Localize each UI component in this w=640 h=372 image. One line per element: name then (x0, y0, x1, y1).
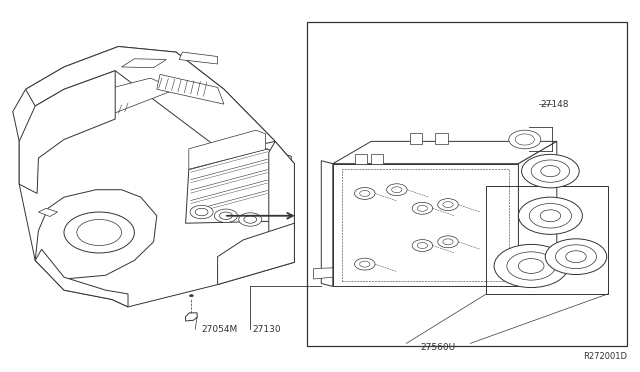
Polygon shape (355, 154, 367, 164)
Circle shape (360, 190, 370, 196)
Circle shape (387, 184, 407, 196)
Polygon shape (321, 161, 333, 286)
Polygon shape (40, 78, 176, 138)
Circle shape (494, 244, 568, 288)
Polygon shape (122, 59, 166, 68)
Text: 27130: 27130 (253, 325, 282, 334)
Text: 27560U: 27560U (421, 343, 456, 352)
Polygon shape (157, 74, 224, 104)
Polygon shape (186, 313, 197, 321)
Polygon shape (314, 268, 333, 279)
Polygon shape (218, 223, 294, 285)
Circle shape (531, 160, 570, 182)
Circle shape (518, 259, 544, 273)
Polygon shape (410, 133, 422, 144)
Circle shape (189, 295, 193, 297)
Circle shape (77, 219, 122, 246)
Polygon shape (19, 71, 115, 193)
Circle shape (355, 187, 375, 199)
Circle shape (529, 203, 572, 228)
Circle shape (190, 205, 213, 219)
Circle shape (360, 261, 370, 267)
Polygon shape (35, 249, 128, 307)
Text: 27054M: 27054M (202, 325, 238, 334)
Circle shape (566, 251, 586, 263)
Polygon shape (333, 164, 518, 286)
Circle shape (417, 243, 428, 248)
Circle shape (515, 134, 534, 145)
Polygon shape (13, 46, 294, 307)
Circle shape (195, 208, 208, 216)
Polygon shape (435, 133, 448, 144)
Circle shape (220, 212, 232, 219)
Circle shape (239, 213, 262, 226)
Circle shape (438, 199, 458, 211)
Circle shape (509, 130, 541, 149)
Circle shape (412, 240, 433, 251)
Circle shape (541, 166, 560, 177)
Polygon shape (35, 190, 157, 279)
Circle shape (443, 202, 453, 208)
Bar (342, 169, 509, 281)
Circle shape (518, 197, 582, 234)
Circle shape (214, 209, 237, 222)
Polygon shape (269, 141, 294, 262)
Circle shape (417, 205, 428, 211)
Circle shape (64, 212, 134, 253)
Circle shape (507, 252, 556, 280)
Polygon shape (26, 46, 275, 153)
Bar (307, 22, 627, 346)
Circle shape (540, 210, 561, 222)
Circle shape (412, 202, 433, 214)
Circle shape (244, 216, 257, 223)
Polygon shape (333, 141, 557, 164)
Circle shape (392, 187, 402, 193)
Polygon shape (38, 208, 58, 217)
Text: 27148: 27148 (541, 100, 570, 109)
Polygon shape (518, 141, 557, 286)
Polygon shape (371, 154, 383, 164)
Circle shape (556, 245, 596, 269)
Polygon shape (186, 149, 291, 223)
Circle shape (443, 239, 453, 245)
Polygon shape (179, 52, 218, 64)
Circle shape (545, 239, 607, 275)
Text: R272001D: R272001D (583, 352, 627, 361)
Circle shape (438, 236, 458, 248)
Polygon shape (189, 130, 266, 169)
Circle shape (355, 258, 375, 270)
Circle shape (522, 154, 579, 188)
